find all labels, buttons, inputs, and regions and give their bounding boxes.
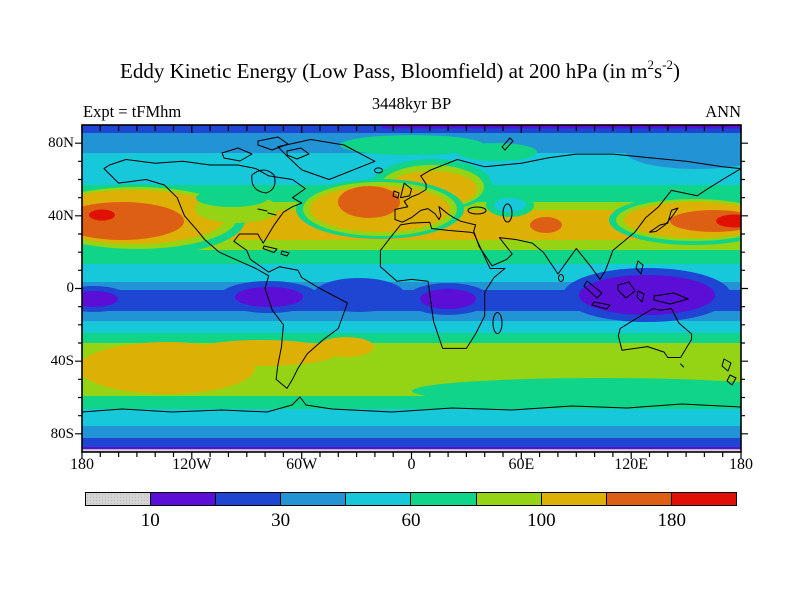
coast-caribbean (262, 245, 290, 257)
coast-eurasia (394, 153, 741, 280)
coast-hudson-bay (251, 169, 276, 194)
coast-lakes-tasmania (257, 208, 685, 368)
season-label: ANN (705, 102, 741, 121)
coast-africa (379, 221, 506, 349)
axis-ticks (75, 125, 748, 459)
coast-sri-lanka (558, 274, 564, 282)
coast-arctic-islands (221, 136, 514, 162)
contour-field (82, 125, 741, 452)
y-axis-tick-label: 80N (48, 135, 74, 151)
colorbar-tick-label: 100 (527, 510, 556, 531)
coastlines (82, 136, 741, 413)
colorbar (85, 492, 737, 506)
world-map-contour-plot (75, 124, 748, 459)
colorbar-cell (606, 493, 672, 505)
x-axis-tick-label: 120W (172, 456, 212, 473)
colorbar-cell (541, 493, 607, 505)
colorbar-cell (671, 493, 736, 505)
coast-australia (617, 308, 693, 358)
colorbar-cell (281, 493, 347, 505)
colorbar-cell (346, 493, 412, 505)
colorbar-cell (476, 493, 542, 505)
title-superscript-minus2: -2 (662, 57, 673, 72)
coast-greenland (277, 139, 376, 180)
colorbar-cell (216, 493, 282, 505)
x-axis-tick-label: 0 (407, 456, 416, 473)
y-axis-tick-label: 40S (50, 353, 74, 369)
experiment-label: Expt = tFMhm (83, 102, 182, 121)
title-close-paren: ) (672, 59, 680, 83)
coast-iceland (374, 167, 383, 174)
title-text: Eddy Kinetic Energy (Low Pass, Bloomfiel… (120, 59, 648, 83)
coast-caspian-sea (502, 203, 513, 223)
coast-new-zealand (721, 358, 737, 386)
x-axis-tick-label: 120E (614, 456, 649, 473)
y-axis-tick-label: 80S (50, 425, 74, 442)
coast-japan (649, 207, 679, 233)
coast-british-isles (392, 182, 412, 199)
title-superscript-2: 2 (647, 57, 654, 72)
colorbar-cell (86, 493, 152, 505)
colorbar-tick-label: 10 (140, 510, 160, 531)
x-axis-tick-label: 60E (508, 456, 535, 473)
colorbar-cell (411, 493, 477, 505)
colorbar-tick-label: 180 (657, 510, 687, 531)
coast-black-sea (467, 206, 487, 215)
title-units-s: s (653, 59, 663, 83)
colorbar-cell (151, 493, 217, 505)
coast-americas (103, 159, 348, 389)
colorbar-tick-label: 30 (271, 510, 291, 531)
figure-title: Eddy Kinetic Energy (Low Pass, Bloomfiel… (0, 57, 800, 84)
y-axis-tick-label: 0 (66, 280, 75, 297)
coast-madagascar (492, 312, 503, 334)
colorbar-tick-label: 60 (401, 510, 421, 531)
figure-subtitle: 3448kyr BP (371, 94, 452, 113)
coast-maritime-continent (583, 260, 689, 310)
x-axis-tick-label: 60W (286, 456, 318, 473)
y-axis-tick-label: 40N (48, 207, 74, 224)
x-axis-tick-label: 180 (70, 456, 94, 473)
x-axis-tick-label: 180 (729, 456, 753, 473)
coast-antarctica (82, 396, 741, 413)
